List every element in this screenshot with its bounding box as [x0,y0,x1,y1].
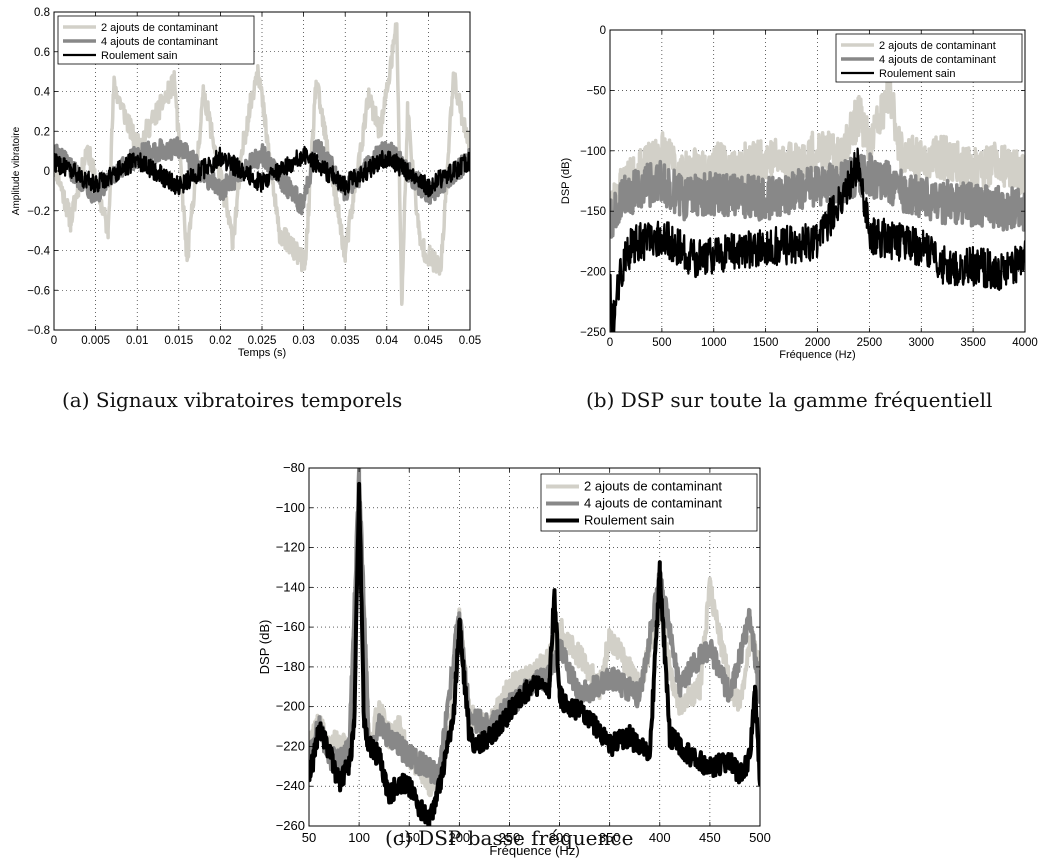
y-tick-label: −250 [580,327,606,339]
x-tick-label: 0 [51,335,57,347]
y-axis-label: Amplitude vibratoire [11,126,22,215]
x-tick-label: 0.04 [376,335,399,347]
y-tick-label: −150 [580,206,606,218]
x-tick-label: 0.035 [331,335,360,347]
series-line-3 [54,145,470,198]
legend-label-2: 4 ajouts de contaminant [879,54,996,66]
x-tick-label: 0.05 [459,335,481,347]
chart-c-psd-low-frequency: 50 100 150 200 250 300 350 400 450 500 −260 −240 −22… [257,460,771,858]
y-tick-label: −100 [580,146,606,158]
x-tick-label: 450 [699,830,721,845]
legend-label-2: 4 ajouts de contaminant [101,36,218,48]
x-tick-label: 0.03 [292,335,314,347]
x-tick-label: 250 [499,830,521,845]
y-tick-label: −100 [276,500,305,515]
caption-b: (b) DSP sur toute la gamme fréquentiell [586,388,993,412]
x-tick-label: 1000 [701,337,727,349]
series-group [610,67,1025,332]
y-tick-label: 0 [600,25,606,37]
caption-a: (a) Signaux vibratoires temporels [62,388,403,412]
y-tick-label: −200 [580,267,606,279]
x-axis-label: Fréquence (Hz) [779,349,855,361]
x-tick-label: 0.005 [81,335,110,347]
legend: 2 ajouts de contaminant 4 ajouts de conta… [540,473,758,532]
legend-label-1: 2 ajouts de contaminant [101,22,218,34]
y-tick-label: −0.2 [27,206,50,218]
x-tick-label: 0.01 [126,335,148,347]
y-tick-label: −220 [276,738,305,753]
x-axis-label: Temps (s) [238,347,286,359]
y-tick-label: −180 [276,659,305,674]
legend-label-2: 4 ajouts de contaminant [584,496,722,511]
series-line-3 [309,481,760,826]
x-tick-label: 0.025 [248,335,277,347]
x-tick-label: 100 [348,830,370,845]
x-tick-label: 0.02 [209,335,231,347]
y-tick-label: −0.4 [27,246,50,258]
legend-label-1: 2 ajouts de contaminant [584,479,722,494]
series-group [54,22,470,306]
x-tick-label: 1500 [753,337,779,349]
chart-a-time-signals: 0 0.005 0.01 0.015 0.02 0.025 0.03 0.035 0.04 0.0… [11,7,481,359]
y-tick-label: 0.2 [34,126,50,138]
x-tick-label: 50 [302,830,316,845]
x-tick-label: 200 [448,830,470,845]
series-line-2 [610,152,1025,239]
chart-b-psd-full-range: 0 500 1000 1500 2000 2500 3000 3500 4000 −250 −200… [560,25,1038,361]
y-tick-label: −50 [586,85,606,97]
series-line-1 [54,22,470,306]
y-axis-label: DSP (dB) [560,158,572,204]
x-tick-label: 3000 [908,337,934,349]
y-tick-label: 0 [44,166,50,178]
x-tick-label: 350 [599,830,621,845]
x-tick-label: 500 [749,830,771,845]
series-line-3 [610,147,1025,332]
legend-label-1: 2 ajouts de contaminant [879,40,996,52]
x-tick-label: 3500 [960,337,986,349]
y-tick-label: 0.6 [34,47,50,59]
y-axis-label: DSP (dB) [257,620,272,675]
y-tick-label: 0.4 [34,87,51,99]
x-tick-label: 500 [652,337,671,349]
y-tick-label: −160 [276,619,305,634]
x-tick-label: 0.015 [164,335,193,347]
y-tick-label: −0.8 [27,325,50,337]
y-tick-label: 0.8 [34,7,50,19]
y-tick-label: −140 [276,579,305,594]
legend-label-3: Roulement sain [879,68,955,80]
y-tick-label: −240 [276,778,305,793]
x-axis-label: Fréquence (Hz) [489,843,579,858]
caption-c: (c) DSP basse fréquence [385,826,634,850]
legend: 2 ajouts de contaminant 4 ajouts de conta… [57,15,255,65]
x-tick-label: 300 [549,830,571,845]
legend-label-3: Roulement sain [584,513,674,528]
x-tick-label: 2000 [805,337,831,349]
legend: 2 ajouts de contaminant 4 ajouts de conta… [835,33,1023,83]
x-tick-label: 400 [649,830,671,845]
y-tick-label: −120 [276,540,305,555]
y-tick-label: −0.6 [27,285,50,297]
series-group [309,468,760,826]
legend-label-3: Roulement sain [101,50,177,62]
x-tick-label: 150 [398,830,420,845]
y-tick-label: −260 [276,818,305,833]
x-tick-label: 0.045 [414,335,443,347]
x-tick-label: 4000 [1012,337,1038,349]
y-tick-label: −80 [283,460,305,475]
y-tick-label: −200 [276,699,305,714]
x-tick-label: 0 [607,337,613,349]
x-tick-label: 2500 [857,337,883,349]
plot-frame [308,467,761,827]
